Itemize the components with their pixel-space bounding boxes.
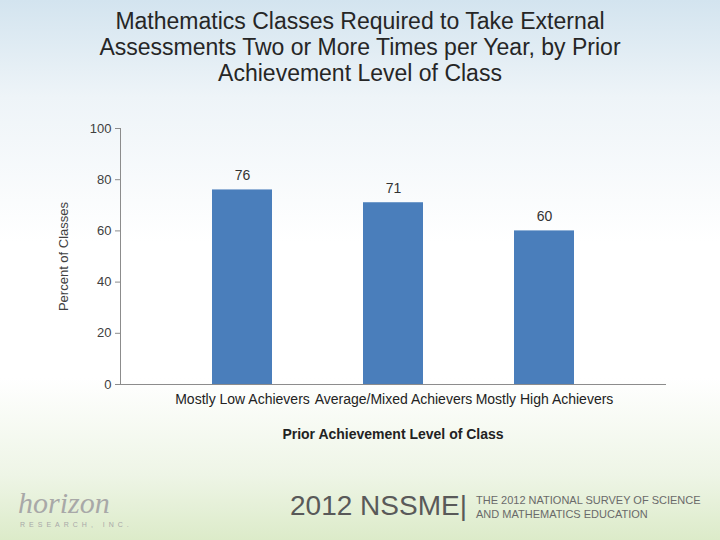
- html-text:Mathematics Classes Required t: Mathematics Classes Required to Take Ext…: [99, 8, 621, 86]
- svg-text:Mostly Low Achievers: Mostly Low Achievers: [175, 391, 310, 407]
- svg-text:Mostly High Achievers: Mostly High Achievers: [476, 391, 614, 407]
- svg-text:20: 20: [97, 325, 111, 340]
- html-text:horizon: horizon: [18, 486, 110, 519]
- svg-text:100: 100: [90, 121, 112, 136]
- svg-text:71: 71: [386, 180, 402, 196]
- html-text:RESEARCH, INC.: RESEARCH, INC.: [20, 521, 133, 528]
- svg-text:60: 60: [97, 223, 111, 238]
- svg-text:60: 60: [537, 208, 553, 224]
- html-text:2012 NSSME|: 2012 NSSME|: [290, 490, 467, 521]
- svg-text:76: 76: [235, 167, 251, 183]
- html-text:THE 2012 NATIONAL SURVEY OF SC: THE 2012 NATIONAL SURVEY OF SCIENCE AND …: [476, 494, 701, 520]
- svg-text:Percent of Classes: Percent of Classes: [56, 201, 71, 311]
- svg-text:80: 80: [97, 172, 111, 187]
- svg-text:Average/Mixed Achievers: Average/Mixed Achievers: [315, 391, 473, 407]
- html-text:Prior Achievement Level of Cla: Prior Achievement Level of Class: [282, 426, 504, 442]
- svg-text:40: 40: [97, 274, 111, 289]
- svg-text:0: 0: [104, 377, 111, 392]
